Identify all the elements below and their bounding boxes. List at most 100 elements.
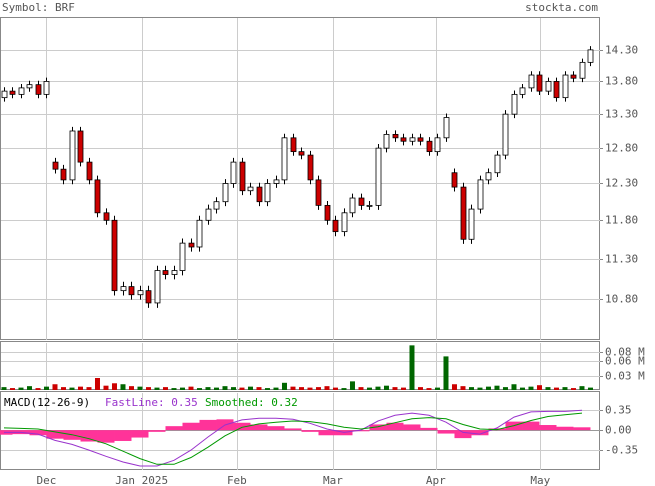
macd-line xyxy=(4,409,583,467)
candle-body xyxy=(69,130,76,181)
candle-body xyxy=(179,242,186,271)
volume-bar xyxy=(332,387,338,390)
volume-bar xyxy=(18,387,24,390)
y-tick-label: 0.06 M xyxy=(605,355,645,368)
x-tick-label: Apr xyxy=(426,474,446,486)
volume-bar xyxy=(120,384,126,390)
macd-histogram-bar xyxy=(420,427,438,431)
candle-body xyxy=(230,161,237,184)
macd-histogram-bar xyxy=(352,430,370,432)
macd-histogram-bar xyxy=(80,430,98,442)
macd-histogram-bar xyxy=(148,430,166,432)
candle-body xyxy=(1,90,8,99)
candle-body xyxy=(9,90,16,95)
candle-body xyxy=(162,270,169,275)
candle-body xyxy=(18,87,25,95)
macd-histogram-bar xyxy=(403,424,421,431)
candle-body xyxy=(366,204,373,207)
candle-body xyxy=(562,74,569,99)
volume-bar xyxy=(570,388,576,390)
y-tick-label: 11.30 xyxy=(605,253,638,266)
volume-bar xyxy=(451,384,457,390)
volume-bar xyxy=(60,387,66,390)
candle-body xyxy=(511,93,518,115)
y-tick-label: -0.35 xyxy=(605,444,638,457)
candle-body xyxy=(52,161,59,170)
volume-bar xyxy=(307,387,313,390)
volume-bar xyxy=(341,388,347,390)
macd-histogram-bar xyxy=(454,430,472,439)
candle-body xyxy=(460,186,467,240)
y-tick-label: 0.35 xyxy=(605,404,632,417)
volume-bar xyxy=(298,387,304,390)
volume-bar xyxy=(35,388,41,390)
y-tick-label: 13.30 xyxy=(605,108,638,121)
volume-bar xyxy=(222,386,228,390)
volume-panel xyxy=(0,341,600,390)
macd-histogram-bar xyxy=(386,422,404,431)
candle-body xyxy=(545,81,552,92)
volume-bar xyxy=(315,387,321,390)
y-tick-label: 12.30 xyxy=(605,177,638,190)
candle-body xyxy=(468,208,475,240)
candle-body xyxy=(205,208,212,221)
candle-body xyxy=(375,147,382,206)
macd-histogram-bar xyxy=(267,426,285,431)
macd-histogram-bar xyxy=(437,430,455,434)
volume-bar xyxy=(179,387,185,390)
volume-bar xyxy=(409,345,415,390)
candle-body xyxy=(502,113,509,156)
candle-body xyxy=(587,49,594,63)
volume-bar xyxy=(77,386,83,390)
macd-histogram-bar xyxy=(250,424,268,431)
candle-body xyxy=(256,186,263,203)
candle-body xyxy=(86,161,93,181)
volume-bar xyxy=(587,387,593,390)
volume-bar xyxy=(392,387,398,390)
macd-histogram-bar xyxy=(284,428,302,431)
candle-body xyxy=(222,183,229,203)
candle-body xyxy=(213,201,220,210)
volume-bar xyxy=(281,382,287,390)
candle-body xyxy=(400,137,407,142)
volume-bar xyxy=(494,385,500,390)
volume-bar xyxy=(1,387,7,390)
marks xyxy=(0,46,594,467)
volume-bar xyxy=(528,386,534,390)
volume-bar xyxy=(52,384,58,390)
volume-bar xyxy=(511,384,517,390)
volume-bar xyxy=(273,387,279,390)
volume-bar xyxy=(239,387,245,390)
candle-body xyxy=(60,168,67,181)
macd-histogram-bar xyxy=(556,426,574,431)
volume-bar xyxy=(154,387,160,390)
candle-body xyxy=(273,179,280,184)
candle-body xyxy=(570,74,577,79)
y-tick-label: 14.30 xyxy=(605,44,638,57)
candle-body xyxy=(358,197,365,206)
volume-bar xyxy=(43,386,49,390)
price-panel xyxy=(0,17,600,340)
candle-body xyxy=(120,286,127,292)
volume-bar xyxy=(171,388,177,390)
macd-histogram-bar xyxy=(46,430,64,439)
candle-body xyxy=(239,161,246,192)
volume-bar xyxy=(9,388,15,390)
candle-body xyxy=(264,183,271,203)
volume-bar xyxy=(443,356,449,390)
volume-bar xyxy=(145,387,151,390)
volume-bar xyxy=(485,386,491,390)
candle-body xyxy=(434,137,441,153)
volume-bar xyxy=(366,387,372,390)
volume-bar xyxy=(434,387,440,390)
candle-body xyxy=(392,133,399,139)
volume-bar xyxy=(247,386,253,390)
candle-body xyxy=(247,186,254,192)
volume-bar xyxy=(375,386,381,390)
candle-body xyxy=(519,87,526,95)
x-tick-label: Mar xyxy=(323,474,343,486)
volume-bar xyxy=(477,387,483,390)
y-tick-label: 13.80 xyxy=(605,75,638,88)
macd-histogram-bar xyxy=(233,422,251,431)
